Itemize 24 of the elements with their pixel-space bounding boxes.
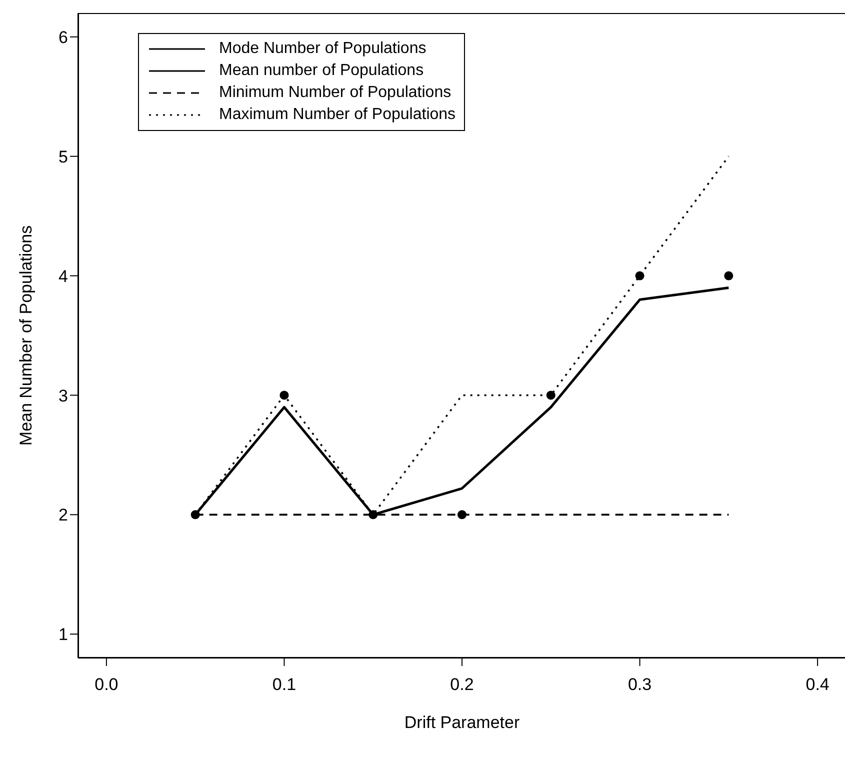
y-tick-label: 4 — [58, 266, 68, 286]
point — [635, 271, 644, 280]
x-axis-title: Drift Parameter — [404, 713, 520, 732]
y-tick-label: 6 — [58, 28, 68, 47]
point — [190, 510, 200, 520]
legend-label: Mode Number of Populations — [219, 40, 426, 58]
y-tick-label: 2 — [58, 506, 68, 525]
y-tick-label: 3 — [58, 386, 68, 406]
legend-label: Maximum Number of Populations — [219, 106, 456, 124]
x-tick-label: 0.0 — [94, 675, 118, 694]
x-tick-label: 0.2 — [450, 675, 474, 694]
point — [368, 510, 378, 520]
x-tick-label: 0.1 — [272, 675, 296, 694]
y-tick-label: 5 — [58, 147, 68, 166]
y-axis-title: Mean Number of Populations — [16, 225, 36, 446]
point — [546, 390, 556, 400]
legend-label: Mean number of Populations — [219, 62, 424, 80]
y-tick-label: 1 — [58, 625, 68, 644]
x-tick-label: 0.3 — [628, 675, 652, 694]
point — [457, 510, 467, 520]
point — [724, 271, 734, 280]
legend-label: Minimum Number of Populations — [219, 84, 452, 102]
point — [280, 390, 289, 400]
x-tick-label: 0.4 — [806, 675, 830, 694]
